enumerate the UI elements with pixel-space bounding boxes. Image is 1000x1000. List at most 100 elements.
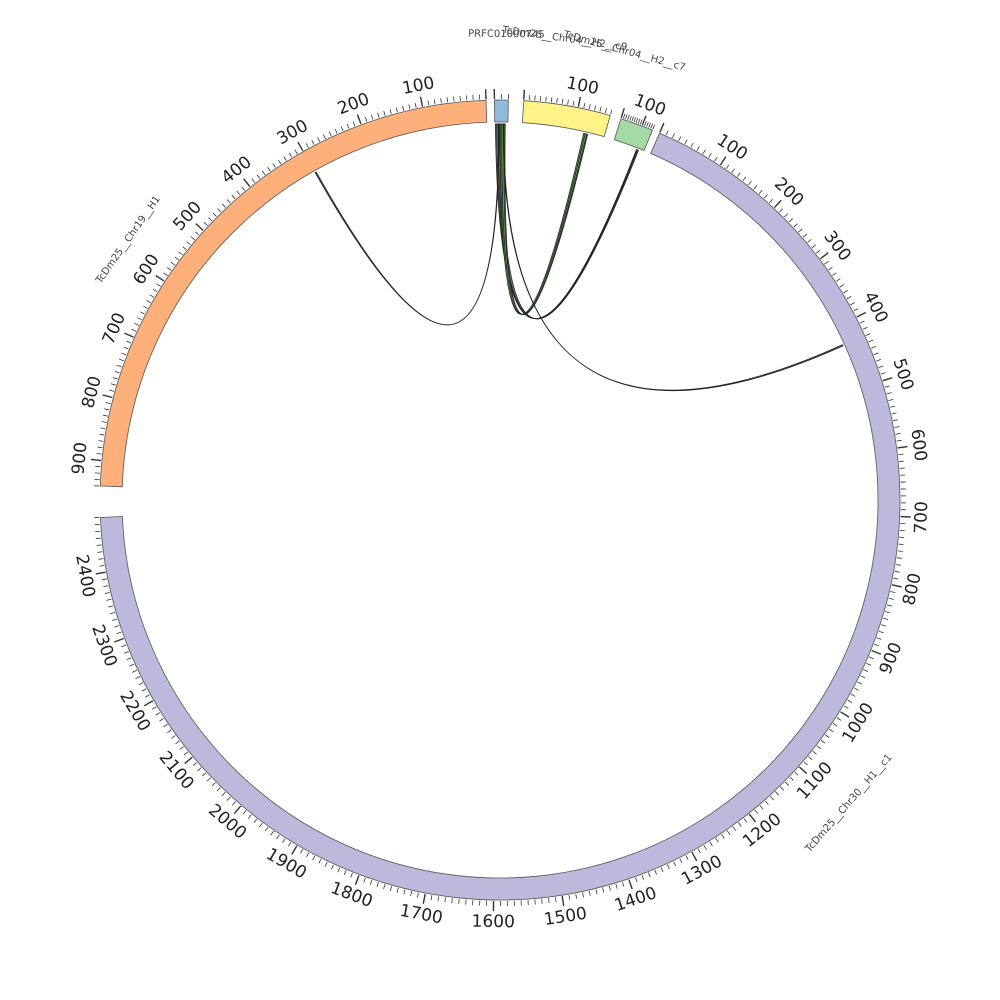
minor-tick <box>754 809 759 814</box>
minor-tick <box>179 746 184 750</box>
minor-tick <box>186 241 191 246</box>
tick-label: 200 <box>770 174 807 211</box>
minor-tick <box>408 104 411 110</box>
minor-tick <box>251 178 256 183</box>
minor-tick <box>832 723 838 727</box>
minor-tick <box>143 305 148 309</box>
minor-tick <box>114 625 120 628</box>
major-tick <box>891 584 902 588</box>
minor-tick <box>267 166 271 172</box>
minor-tick <box>155 712 161 716</box>
minor-tick <box>672 133 675 139</box>
minor-tick <box>843 705 849 709</box>
minor-tick <box>395 107 398 113</box>
minor-tick <box>541 898 543 904</box>
minor-tick <box>270 830 274 836</box>
minor-tick <box>548 898 550 904</box>
ideogram-c30 <box>99 132 901 901</box>
minor-tick <box>647 872 651 878</box>
minor-tick <box>231 194 236 200</box>
minor-tick <box>175 740 180 745</box>
minor-tick <box>876 637 882 640</box>
link-prfc-c19 <box>314 123 500 326</box>
major-tick <box>659 122 665 133</box>
minor-tick <box>294 149 298 155</box>
minor-tick <box>783 213 789 218</box>
ticks-layer <box>90 89 911 911</box>
minor-tick <box>828 728 834 733</box>
minor-tick <box>627 114 630 120</box>
minor-tick <box>151 706 157 710</box>
tick-label: 600 <box>906 428 930 463</box>
minor-tick <box>231 801 236 806</box>
minor-tick <box>633 117 637 123</box>
major-tick <box>840 711 850 718</box>
minor-tick <box>860 675 866 679</box>
minor-tick <box>836 717 842 721</box>
major-tick <box>419 96 424 107</box>
major-tick <box>620 108 625 118</box>
minor-tick <box>582 892 584 898</box>
minor-tick <box>646 121 649 127</box>
minor-tick <box>876 359 882 362</box>
major-tick <box>354 875 360 885</box>
minor-tick <box>182 246 187 251</box>
ideogram-c19 <box>99 99 488 488</box>
minor-tick <box>884 385 890 388</box>
minor-tick <box>283 156 287 161</box>
minor-tick <box>389 109 392 115</box>
minor-tick <box>835 278 841 282</box>
minor-tick <box>802 233 808 238</box>
tick-label: 2400 <box>71 553 98 599</box>
minor-tick <box>629 115 632 121</box>
minor-tick <box>812 750 817 755</box>
minor-tick <box>883 617 889 620</box>
ideogram-c04a <box>521 100 611 138</box>
tick-label: 100 <box>565 73 601 99</box>
minor-tick <box>99 565 105 567</box>
minor-tick <box>583 102 586 108</box>
minor-tick <box>306 852 310 858</box>
minor-tick <box>650 123 653 129</box>
tick-label: 900 <box>69 441 92 475</box>
tick-label: 1800 <box>328 878 376 912</box>
major-tick <box>291 845 298 855</box>
minor-tick <box>824 734 830 738</box>
tick-label: 500 <box>889 356 918 393</box>
minor-tick <box>190 236 195 241</box>
minor-tick <box>119 358 125 362</box>
major-tick <box>356 114 362 125</box>
minor-tick <box>742 176 747 182</box>
minor-tick <box>846 296 852 300</box>
minor-tick <box>702 149 706 155</box>
minor-tick <box>588 104 591 110</box>
minor-tick <box>588 890 591 896</box>
link-prfc-c04a <box>501 123 588 315</box>
minor-tick <box>103 585 109 588</box>
minor-tick <box>743 818 748 823</box>
minor-tick <box>708 153 712 158</box>
minor-tick <box>167 729 172 734</box>
minor-tick <box>305 143 309 148</box>
minor-tick <box>242 810 247 815</box>
minor-tick <box>276 834 280 840</box>
minor-tick <box>236 190 241 195</box>
minor-tick <box>561 98 564 104</box>
minor-tick <box>874 643 880 647</box>
minor-tick <box>376 882 379 888</box>
minor-tick <box>99 433 105 436</box>
minor-tick <box>141 688 147 692</box>
major-tick <box>233 805 242 815</box>
minor-tick <box>794 771 799 776</box>
minor-tick <box>170 261 176 266</box>
minor-tick <box>678 136 682 142</box>
tick-label: 1600 <box>471 912 515 933</box>
tick-label: 1400 <box>612 883 659 916</box>
minor-tick <box>371 114 374 120</box>
minor-tick <box>440 98 442 104</box>
minor-tick <box>288 152 293 158</box>
major-tick <box>871 649 882 655</box>
minor-tick <box>679 858 683 864</box>
major-tick <box>819 252 829 260</box>
